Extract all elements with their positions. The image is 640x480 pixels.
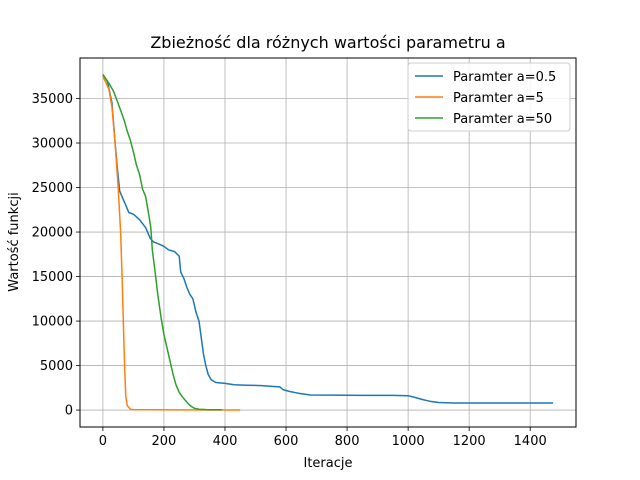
x-tick-label: 1000	[392, 434, 425, 449]
x-tick-label: 400	[213, 434, 238, 449]
x-tick-label: 600	[274, 434, 299, 449]
y-tick-label: 30000	[32, 137, 73, 152]
y-tick-label: 0	[65, 404, 73, 419]
x-tick-label: 1200	[453, 434, 486, 449]
series-lines	[102, 74, 554, 411]
y-tick-label: 20000	[32, 226, 73, 241]
series-line-0	[102, 74, 554, 404]
x-axis-title: Iteracje	[304, 456, 353, 471]
y-tick-label: 35000	[32, 92, 73, 107]
series-line-2	[102, 74, 222, 411]
x-tick-label: 200	[152, 434, 177, 449]
legend-label-0: Paramter a=0.5	[453, 70, 556, 85]
x-tick-label: 0	[99, 434, 107, 449]
y-axis-title: Wartość funkcji	[7, 192, 22, 291]
y-tick-label: 5000	[40, 359, 73, 374]
y-tick-label: 10000	[32, 315, 73, 330]
legend-label-1: Paramter a=5	[453, 91, 544, 106]
legend: Paramter a=0.5 Paramter a=5 Paramter a=50	[407, 62, 571, 132]
legend-box	[407, 62, 571, 132]
y-tick-label: 25000	[32, 181, 73, 196]
plot-frame	[79, 57, 577, 428]
y-tick-label: 15000	[32, 270, 73, 285]
series-line-1	[102, 75, 241, 411]
chart-title: Zbieżność dla różnych wartości parametru…	[150, 33, 505, 52]
x-tick-label: 800	[335, 434, 360, 449]
axis-ticks: 0 200 400 600 800 1000 1200 1400 0 5000 10000 15000…	[32, 92, 547, 449]
x-tick-label: 1400	[514, 434, 547, 449]
legend-label-2: Paramter a=50	[453, 112, 552, 127]
